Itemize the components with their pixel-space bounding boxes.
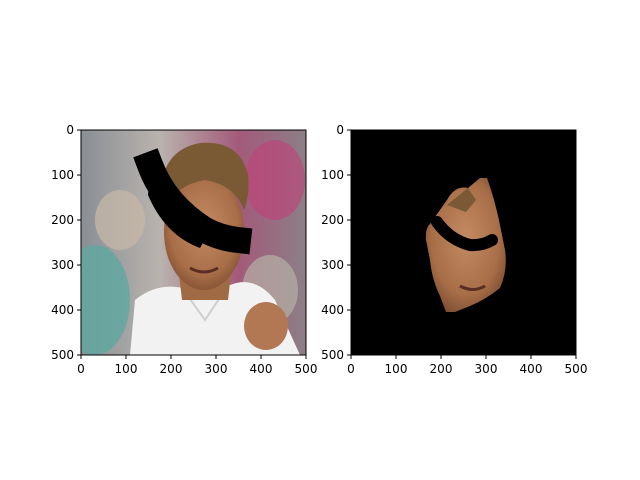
x-tick-label: 100 bbox=[385, 362, 408, 376]
x-tick-label: 100 bbox=[115, 362, 138, 376]
left-axes-frame bbox=[80, 129, 307, 356]
hair bbox=[160, 142, 249, 210]
x-tick-label: 400 bbox=[520, 362, 543, 376]
x-tick-label: 300 bbox=[205, 362, 228, 376]
y-tick-label: 500 bbox=[321, 348, 344, 362]
segmented-hair-edge bbox=[447, 188, 476, 212]
y-tick-label: 300 bbox=[51, 258, 74, 272]
mouth bbox=[189, 266, 219, 274]
y-tick-label: 400 bbox=[51, 303, 74, 317]
x-tick-label: 200 bbox=[160, 362, 183, 376]
black-mask-fill bbox=[148, 170, 210, 248]
segmented-mouth bbox=[459, 284, 486, 291]
y-tick-label: 200 bbox=[321, 213, 344, 227]
right-axes-frame bbox=[350, 129, 577, 356]
pink-spectator bbox=[245, 140, 305, 220]
y-tick-label: 400 bbox=[321, 303, 344, 317]
y-tick-label: 100 bbox=[51, 168, 74, 182]
x-tick-label: 0 bbox=[77, 362, 85, 376]
segmented-mask bbox=[431, 216, 498, 252]
x-tick-label: 500 bbox=[565, 362, 588, 376]
y-tick-label: 0 bbox=[336, 123, 344, 137]
x-tick-label: 0 bbox=[347, 362, 355, 376]
y-tick-label: 100 bbox=[321, 168, 344, 182]
x-tick-label: 400 bbox=[250, 362, 273, 376]
y-tick-label: 500 bbox=[51, 348, 74, 362]
y-tick-label: 0 bbox=[66, 123, 74, 137]
spectator-face bbox=[95, 190, 145, 250]
x-tick-label: 300 bbox=[475, 362, 498, 376]
x-tick-label: 200 bbox=[430, 362, 453, 376]
teal-spectator bbox=[81, 245, 130, 355]
y-tick-label: 200 bbox=[51, 213, 74, 227]
fist bbox=[244, 302, 288, 350]
y-tick-label: 300 bbox=[321, 258, 344, 272]
x-tick-label: 500 bbox=[295, 362, 318, 376]
